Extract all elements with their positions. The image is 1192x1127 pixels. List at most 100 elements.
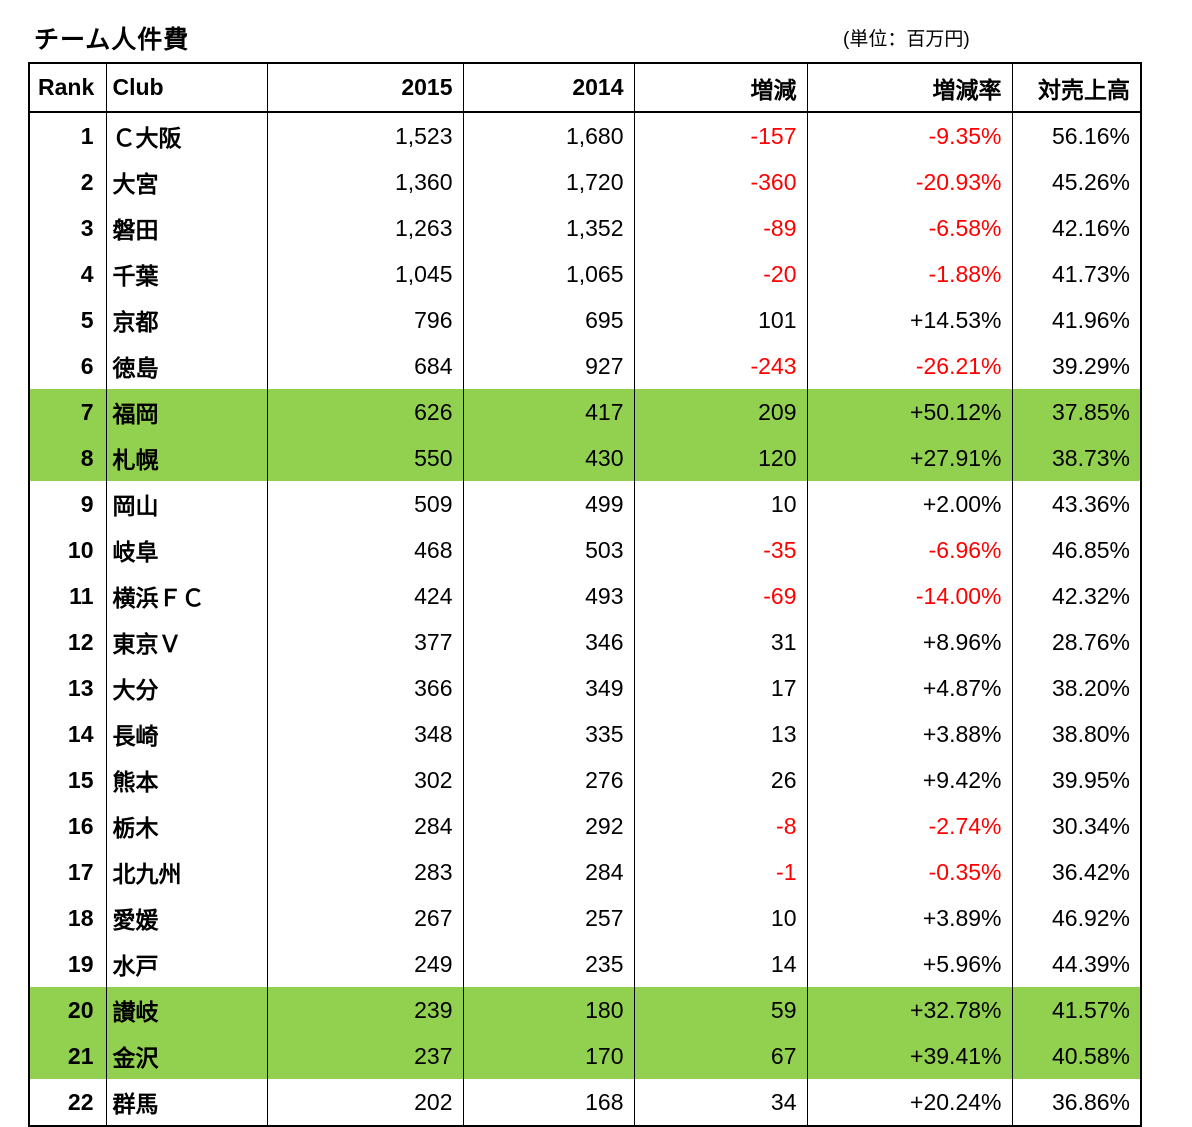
cell-2014: 493: [462, 573, 635, 619]
table-row: 12 東京Ｖ 377 346 31 +8.96% 28.76%: [28, 619, 1142, 665]
cell-club: 京都: [105, 297, 268, 343]
cell-2015: 1,263: [266, 205, 464, 251]
cell-sales-ratio: 37.85%: [1011, 389, 1142, 435]
header-sales-ratio: 対売上高: [1011, 63, 1142, 113]
cell-2015: 468: [266, 527, 464, 573]
cell-diff: 34: [633, 1079, 808, 1126]
table-row: 13 大分 366 349 17 +4.87% 38.20%: [28, 665, 1142, 711]
cell-rank: 12: [28, 619, 107, 665]
cell-rank: 22: [28, 1079, 107, 1126]
cell-club: 水戸: [105, 941, 268, 987]
cell-club: 岡山: [105, 481, 268, 527]
table-row: 19 水戸 249 235 14 +5.96% 44.39%: [28, 941, 1142, 987]
table-row: 4 千葉 1,045 1,065 -20 -1.88% 41.73%: [28, 251, 1142, 297]
cell-diff: -1: [633, 849, 808, 895]
cell-2014: 335: [462, 711, 635, 757]
cell-club: 千葉: [105, 251, 268, 297]
cell-diff: 120: [633, 435, 808, 481]
table-header-row: Rank Club 2015 2014 増減 増減率 対売上高: [28, 63, 1142, 113]
cell-diff: 10: [633, 895, 808, 941]
cell-diff-rate: -0.35%: [806, 849, 1013, 895]
cell-2015: 239: [266, 987, 464, 1033]
table-row: 15 熊本 302 276 26 +9.42% 39.95%: [28, 757, 1142, 803]
table-row: 22 群馬 202 168 34 +20.24% 36.86%: [28, 1079, 1142, 1126]
cell-diff-rate: +50.12%: [806, 389, 1013, 435]
cell-2014: 1,065: [462, 251, 635, 297]
cell-sales-ratio: 38.73%: [1011, 435, 1142, 481]
cell-sales-ratio: 39.95%: [1011, 757, 1142, 803]
cell-diff: 13: [633, 711, 808, 757]
cell-sales-ratio: 44.39%: [1011, 941, 1142, 987]
cell-2015: 424: [266, 573, 464, 619]
cell-rank: 11: [28, 573, 107, 619]
cell-diff-rate: +14.53%: [806, 297, 1013, 343]
cell-club: 群馬: [105, 1079, 268, 1126]
cell-rank: 7: [28, 389, 107, 435]
page-title: チーム人件費: [34, 26, 190, 54]
cell-2014: 346: [462, 619, 635, 665]
cell-2014: 927: [462, 343, 635, 389]
table-row: 5 京都 796 695 101 +14.53% 41.96%: [28, 297, 1142, 343]
cell-2015: 1,360: [266, 159, 464, 205]
cell-2015: 267: [266, 895, 464, 941]
table-row: 16 栃木 284 292 -8 -2.74% 30.34%: [28, 803, 1142, 849]
cell-diff: 209: [633, 389, 808, 435]
cell-rank: 5: [28, 297, 107, 343]
cell-2015: 202: [266, 1079, 464, 1126]
cell-diff: -69: [633, 573, 808, 619]
table-row: 9 岡山 509 499 10 +2.00% 43.36%: [28, 481, 1142, 527]
cell-club: 札幌: [105, 435, 268, 481]
cell-diff: -35: [633, 527, 808, 573]
table-row: 7 福岡 626 417 209 +50.12% 37.85%: [28, 389, 1142, 435]
cell-rank: 19: [28, 941, 107, 987]
cell-2014: 170: [462, 1033, 635, 1079]
cell-diff: 59: [633, 987, 808, 1033]
header-diff: 増減: [633, 63, 808, 113]
cell-diff: 26: [633, 757, 808, 803]
cell-rank: 15: [28, 757, 107, 803]
cell-2014: 417: [462, 389, 635, 435]
cell-sales-ratio: 42.32%: [1011, 573, 1142, 619]
cell-club: 磐田: [105, 205, 268, 251]
cell-2015: 1,045: [266, 251, 464, 297]
cell-sales-ratio: 36.42%: [1011, 849, 1142, 895]
cell-sales-ratio: 28.76%: [1011, 619, 1142, 665]
cell-diff: 67: [633, 1033, 808, 1079]
cell-2014: 257: [462, 895, 635, 941]
table-row: 18 愛媛 267 257 10 +3.89% 46.92%: [28, 895, 1142, 941]
cell-sales-ratio: 41.73%: [1011, 251, 1142, 297]
cell-diff: -20: [633, 251, 808, 297]
cell-2014: 499: [462, 481, 635, 527]
cell-club: 栃木: [105, 803, 268, 849]
cell-diff: -360: [633, 159, 808, 205]
table-row: 8 札幌 550 430 120 +27.91% 38.73%: [28, 435, 1142, 481]
cell-club: 岐阜: [105, 527, 268, 573]
cell-2014: 1,680: [462, 112, 635, 159]
cell-2015: 284: [266, 803, 464, 849]
cell-club: 愛媛: [105, 895, 268, 941]
cell-2015: 283: [266, 849, 464, 895]
cell-club: 讃岐: [105, 987, 268, 1033]
cell-2014: 180: [462, 987, 635, 1033]
cell-2014: 1,720: [462, 159, 635, 205]
header-rank: Rank: [28, 63, 107, 113]
cell-2015: 796: [266, 297, 464, 343]
cell-rank: 14: [28, 711, 107, 757]
table-row: 3 磐田 1,263 1,352 -89 -6.58% 42.16%: [28, 205, 1142, 251]
cell-rank: 1: [28, 112, 107, 159]
cell-diff-rate: +8.96%: [806, 619, 1013, 665]
cell-sales-ratio: 40.58%: [1011, 1033, 1142, 1079]
table-row: 2 大宮 1,360 1,720 -360 -20.93% 45.26%: [28, 159, 1142, 205]
cell-diff: 10: [633, 481, 808, 527]
cell-club: 福岡: [105, 389, 268, 435]
cell-diff-rate: +20.24%: [806, 1079, 1013, 1126]
cell-2015: 302: [266, 757, 464, 803]
cell-club: Ｃ大阪: [105, 112, 268, 159]
cell-rank: 10: [28, 527, 107, 573]
cell-rank: 17: [28, 849, 107, 895]
cell-diff: 17: [633, 665, 808, 711]
cell-diff: 14: [633, 941, 808, 987]
cell-2014: 349: [462, 665, 635, 711]
cell-rank: 18: [28, 895, 107, 941]
